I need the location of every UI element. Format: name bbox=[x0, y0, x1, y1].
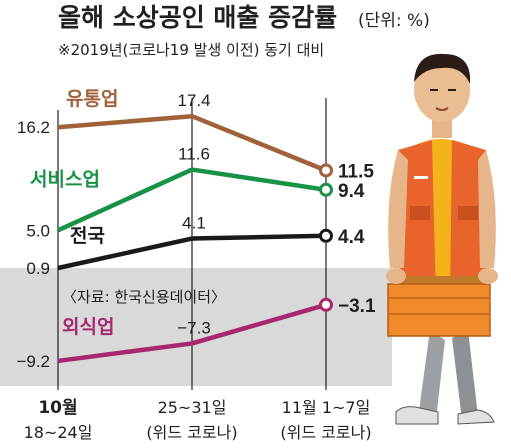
series-name-retail: 유통업 bbox=[66, 88, 118, 110]
series-layer: 유통업 16.2 17.4 11.5 서비스업 5.0 11.6 9.4 전국 0.9 4.1 4.4… bbox=[16, 88, 376, 371]
name-tag bbox=[414, 176, 428, 179]
negative-region-band bbox=[0, 268, 392, 386]
data-label-dining-3: −3.1 bbox=[338, 296, 376, 317]
right-hand bbox=[478, 268, 498, 284]
vest-pocket-left bbox=[410, 206, 430, 220]
data-label-dining-1: −9.2 bbox=[16, 352, 50, 371]
data-label-retail-1: 16.2 bbox=[17, 118, 50, 137]
bottle-crate bbox=[387, 276, 491, 337]
mouth bbox=[435, 107, 449, 111]
right-leg bbox=[452, 330, 478, 420]
x-tick-label-3-line1: 11월 1~7일 bbox=[282, 398, 371, 417]
data-label-national-1: 0.9 bbox=[26, 259, 50, 278]
x-tick-labels: 10월 18~24일 25~31일 (위드 코로나) 11월 1~7일 (위드 코로나) bbox=[24, 398, 372, 442]
face bbox=[414, 58, 470, 122]
series-line-national bbox=[57, 233, 327, 271]
chart-subtitle: ※2019년(코로나19 발생 이전) 동기 대비 bbox=[58, 41, 324, 59]
data-label-service-1: 5.0 bbox=[26, 221, 50, 240]
right-arm bbox=[478, 150, 496, 268]
data-label-retail-3: 11.5 bbox=[338, 161, 374, 182]
data-label-service-3: 9.4 bbox=[338, 181, 365, 202]
left-hand bbox=[386, 268, 406, 284]
series-name-dining: 외식업 bbox=[62, 316, 114, 338]
crate-body bbox=[387, 283, 491, 337]
series-point-service-end bbox=[319, 182, 333, 197]
data-label-service-2: 11.6 bbox=[178, 145, 210, 164]
data-label-national-3: 4.4 bbox=[338, 227, 365, 248]
chart-title: 올해 소상공인 매출 증감률 bbox=[58, 3, 337, 32]
left-arm bbox=[388, 150, 408, 268]
data-label-dining-2: −7.3 bbox=[177, 318, 211, 337]
crate-slats bbox=[388, 297, 490, 315]
shopkeeper-illustration bbox=[386, 53, 498, 425]
series-point-dining-end bbox=[319, 297, 333, 312]
x-tick-label-2-line1: 25~31일 bbox=[158, 398, 227, 417]
right-shoe bbox=[457, 409, 495, 425]
series-name-service: 서비스업 bbox=[30, 168, 100, 190]
data-label-national-2: 4.1 bbox=[182, 214, 206, 233]
data-label-retail-2: 17.4 bbox=[177, 91, 210, 110]
series-line-retail bbox=[57, 113, 327, 173]
left-shoe bbox=[395, 406, 439, 425]
series-point-retail-end bbox=[319, 163, 333, 178]
x-tick-label-2-line2: (위드 코로나) bbox=[146, 423, 237, 442]
series-point-national-end bbox=[319, 228, 333, 243]
series-line-dining bbox=[57, 302, 327, 364]
hair bbox=[414, 53, 471, 84]
x-tick-label-3-line2: (위드 코로나) bbox=[280, 423, 371, 442]
x-tick-label-1-line2: 18~24일 bbox=[24, 423, 93, 442]
unit-label: (단위: %) bbox=[358, 11, 430, 31]
x-tick-label-1-line1: 10월 bbox=[38, 398, 77, 418]
series-name-national: 전국 bbox=[70, 225, 105, 247]
left-leg bbox=[418, 330, 445, 420]
vest-pocket-right bbox=[458, 206, 478, 220]
source-label: 〈자료: 한국신용데이터〉 bbox=[62, 288, 226, 306]
series-line-service bbox=[57, 167, 327, 233]
